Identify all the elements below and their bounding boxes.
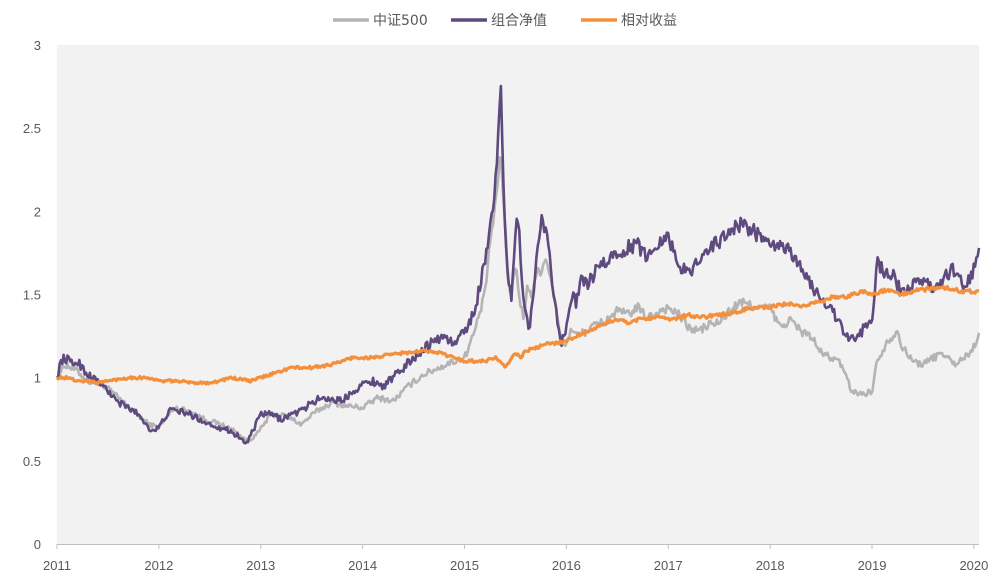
- x-tick-label: 2017: [654, 558, 683, 573]
- legend-label: 相对收益: [621, 13, 677, 29]
- series-line-1: [56, 84, 981, 445]
- legend-label: 组合净值: [491, 13, 547, 29]
- y-tick-label: 2.5: [23, 121, 41, 136]
- x-tick-label: 2019: [858, 558, 887, 573]
- y-tick-label: 3: [34, 38, 41, 53]
- series-lines: [55, 84, 981, 445]
- x-tick-label: 2012: [144, 558, 173, 573]
- x-tick-label: 2011: [43, 558, 71, 573]
- x-tick-label: 2015: [450, 558, 479, 573]
- series-line-2: [55, 285, 980, 386]
- legend: 中证500 组合净值 相对收益: [333, 13, 677, 29]
- x-tick-label: 2013: [246, 558, 275, 573]
- y-tick-label: 1.5: [23, 288, 41, 303]
- x-tick-label: 2016: [552, 558, 581, 573]
- legend-label: 中证500: [373, 13, 428, 29]
- y-tick-label: 1: [34, 371, 41, 386]
- x-axis: 2011 2012 2013 2014 2015 2016 2017 2018 2019 2020: [43, 544, 988, 573]
- x-tick-label: 2020: [959, 558, 988, 573]
- x-tick-label: 2014: [348, 558, 377, 573]
- y-tick-label: 2: [34, 204, 41, 219]
- y-tick-label: 0: [34, 537, 41, 552]
- x-tick-label: 2018: [756, 558, 785, 573]
- y-tick-label: 0.5: [23, 454, 41, 469]
- y-axis: 0 0.5 1 1.5 2 2.5 3: [23, 38, 41, 552]
